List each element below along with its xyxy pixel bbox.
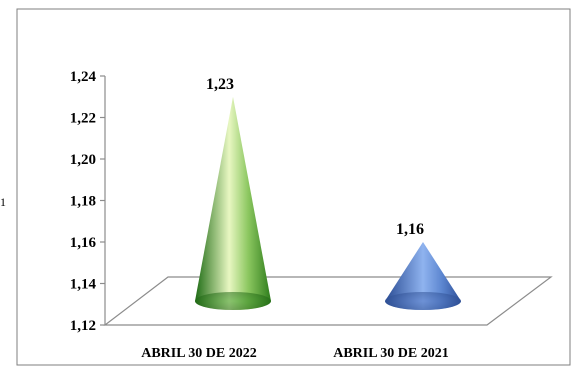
- y-tick-label: 1,22: [70, 111, 96, 127]
- chart-border: [17, 9, 570, 365]
- cone-base-2: [385, 292, 461, 310]
- y-tick-label: 1,12: [70, 318, 96, 334]
- y-tick-label: 1,16: [70, 235, 97, 251]
- data-label-2: 1,16: [396, 221, 424, 238]
- y-tick-label: 1,14: [70, 277, 97, 293]
- cone-1: [195, 97, 271, 310]
- chart-floor: [105, 277, 551, 325]
- y-tick-label: 1,18: [70, 194, 96, 210]
- category-label-1: ABRIL 30 DE 2022: [141, 346, 257, 361]
- y-tick-label: 1,24: [70, 69, 97, 85]
- category-label-2: ABRIL 30 DE 2021: [333, 346, 449, 361]
- data-label-1: 1,23: [206, 76, 234, 93]
- cone-base-1: [195, 292, 271, 310]
- y-tick-label: 1,20: [70, 152, 96, 168]
